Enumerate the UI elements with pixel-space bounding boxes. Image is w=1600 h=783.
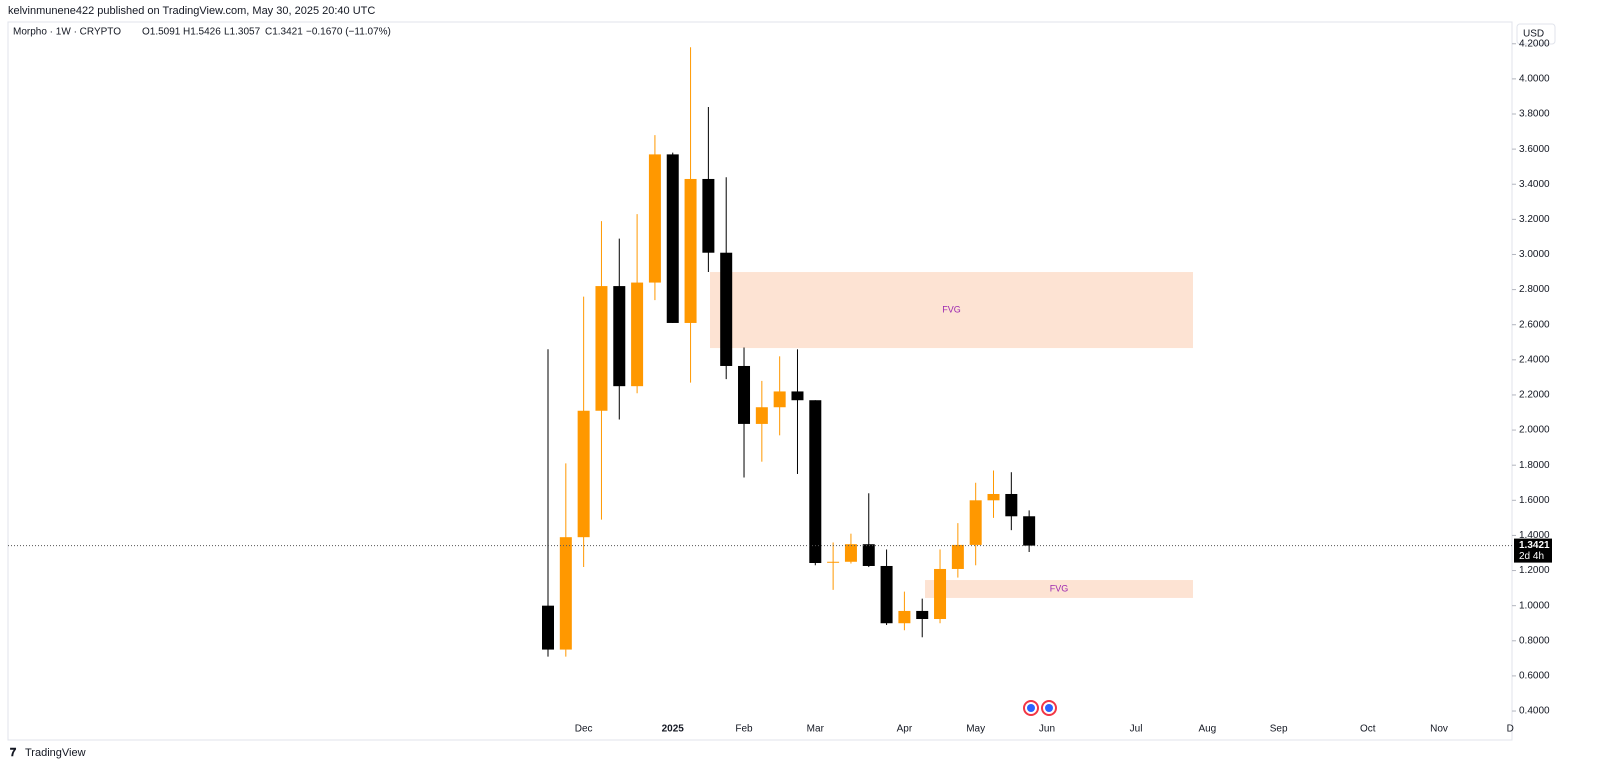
x-tick-label: Jun bbox=[1039, 724, 1055, 735]
y-tick-label: 2.4000 bbox=[1519, 354, 1550, 365]
x-tick-label: Dec bbox=[575, 724, 593, 735]
candle-body bbox=[542, 605, 554, 650]
y-tick-label: 3.6000 bbox=[1519, 144, 1550, 155]
fvg-label: FVG bbox=[1050, 583, 1069, 593]
y-tick-label: 2.2000 bbox=[1519, 390, 1550, 401]
candle-body bbox=[631, 282, 644, 387]
x-tick-label: Sep bbox=[1270, 724, 1288, 735]
legend-close: C1.3421 bbox=[265, 27, 303, 38]
fvg-label: FVG bbox=[942, 304, 961, 314]
event-icon-inner bbox=[1027, 704, 1035, 712]
y-tick-label: 1.4000 bbox=[1519, 530, 1550, 541]
candle-body bbox=[969, 500, 982, 545]
legend-open: O1.5091 bbox=[142, 27, 181, 38]
y-tick-label: 4.0000 bbox=[1519, 74, 1550, 85]
x-tick-label: Oct bbox=[1360, 724, 1376, 735]
candle-body bbox=[684, 178, 697, 323]
x-tick-label: Jul bbox=[1130, 724, 1143, 735]
legend-high: H1.5426 bbox=[183, 27, 221, 38]
candle-body bbox=[1023, 516, 1036, 546]
candle-body bbox=[702, 178, 715, 253]
y-tick-label: 3.2000 bbox=[1519, 214, 1550, 225]
candle-body bbox=[916, 610, 929, 620]
candle-body bbox=[791, 391, 804, 401]
x-tick-label: Nov bbox=[1430, 724, 1448, 735]
legend-symbol: Morpho · 1W · CRYPTO bbox=[13, 27, 121, 38]
countdown: 2d 4h bbox=[1519, 551, 1544, 562]
y-tick-label: 3.8000 bbox=[1519, 109, 1550, 120]
y-tick-label: 3.0000 bbox=[1519, 249, 1550, 260]
candle-body bbox=[880, 565, 893, 624]
y-tick-label: 1.0000 bbox=[1519, 600, 1550, 611]
candle-body bbox=[898, 610, 911, 624]
x-tick-label: 2025 bbox=[662, 724, 685, 735]
last-price-tag bbox=[1514, 538, 1552, 563]
x-tick-label: Aug bbox=[1198, 724, 1216, 735]
y-tick-label: 1.6000 bbox=[1519, 495, 1550, 506]
x-tick-label: Mar bbox=[807, 724, 825, 735]
y-tick-label: 2.8000 bbox=[1519, 284, 1550, 295]
currency[interactable]: USD bbox=[1523, 29, 1544, 40]
last-price-label: 1.3421 bbox=[1519, 540, 1550, 551]
candle-body bbox=[951, 544, 964, 569]
x-tick-label: May bbox=[966, 724, 985, 735]
y-tick-label: 0.8000 bbox=[1519, 635, 1550, 646]
legend-low: L1.3057 bbox=[224, 27, 261, 38]
candle-body bbox=[648, 154, 661, 283]
x-tick-label: Apr bbox=[897, 724, 913, 735]
candle-body bbox=[595, 286, 608, 411]
candle-body bbox=[987, 493, 1000, 501]
fvg-zone bbox=[925, 580, 1193, 598]
candle-body bbox=[827, 561, 840, 563]
candle-body bbox=[613, 286, 626, 387]
x-tick-label: D bbox=[1507, 724, 1514, 735]
candle-body bbox=[934, 568, 947, 620]
currency-button[interactable] bbox=[1516, 23, 1556, 45]
y-tick-label: 1.2000 bbox=[1519, 565, 1550, 576]
y-tick-label: 4.2000 bbox=[1519, 38, 1550, 49]
legend-change: −0.1670 (−11.07%) bbox=[306, 27, 391, 38]
publisher: kelvinmunene422 published on TradingView… bbox=[8, 5, 375, 17]
candle-body bbox=[773, 391, 786, 408]
y-tick-label: 2.6000 bbox=[1519, 319, 1550, 330]
candle-body bbox=[720, 252, 733, 366]
fvg-zone bbox=[710, 272, 1193, 349]
candle-body bbox=[577, 410, 590, 538]
event-icon-inner bbox=[1045, 704, 1053, 712]
y-tick-label: 1.8000 bbox=[1519, 460, 1550, 471]
candle-body bbox=[666, 154, 679, 323]
brand-mark: 𝟕 bbox=[10, 747, 17, 759]
y-tick-label: 0.6000 bbox=[1519, 671, 1550, 682]
candle-body bbox=[559, 537, 572, 650]
candle-body bbox=[809, 400, 822, 563]
candle-body bbox=[1005, 493, 1018, 517]
candle-body bbox=[738, 365, 751, 424]
candle-body bbox=[844, 544, 857, 562]
y-tick-label: 0.4000 bbox=[1519, 706, 1550, 717]
candle-body bbox=[755, 407, 768, 424]
candle-body bbox=[862, 544, 875, 566]
y-tick-label: 2.0000 bbox=[1519, 425, 1550, 436]
brand: TradingView bbox=[25, 747, 86, 759]
x-tick-label: Feb bbox=[735, 724, 753, 735]
y-tick-label: 3.4000 bbox=[1519, 179, 1550, 190]
